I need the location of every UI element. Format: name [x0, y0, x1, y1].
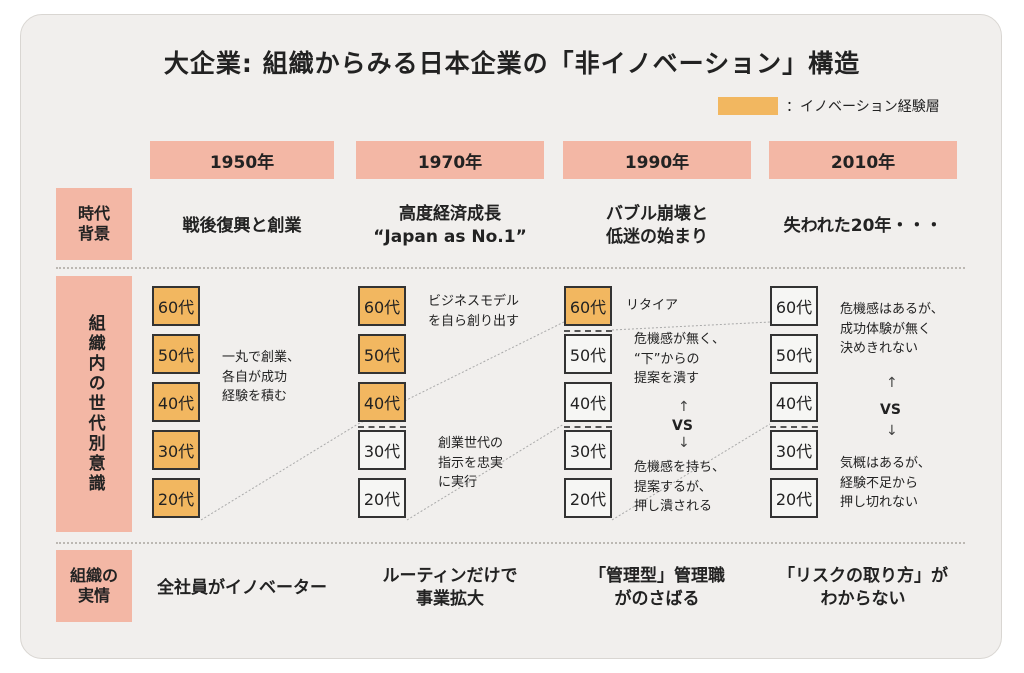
- generation-box-20: 20代: [152, 478, 200, 518]
- generation-box-30: 30代: [358, 430, 406, 470]
- era-reality-1970: ルーティンだけで 事業拡大: [382, 566, 518, 609]
- generation-box-50: 50代: [564, 334, 612, 374]
- arrow-up-icon: ↑: [886, 375, 898, 391]
- generation-divider: [770, 426, 818, 428]
- row-label-generations: 組織内の世代別意識: [56, 276, 132, 532]
- generation-box-60: 60代: [358, 286, 406, 326]
- generation-box-20: 20代: [770, 478, 818, 518]
- generation-box-60: 60代: [152, 286, 200, 326]
- generation-divider: [564, 330, 612, 332]
- generation-box-60: 60代: [770, 286, 818, 326]
- generation-box-50: 50代: [358, 334, 406, 374]
- vs-label-2010: VS: [880, 402, 901, 418]
- era-reality-1950: 全社員がイノベーター: [157, 577, 327, 598]
- generation-box-40: 40代: [152, 382, 200, 422]
- generation-box-60: 60代: [564, 286, 612, 326]
- generation-box-30: 30代: [152, 430, 200, 470]
- era-background-2010: 失われた20年・・・: [783, 215, 943, 236]
- legend: ：イノベーション経験層: [718, 96, 940, 116]
- era-reality-2010: 「リスクの取り方」が わからない: [778, 566, 948, 609]
- note-1970-lower: 創業世代の 指示を忠実 に実行: [438, 436, 504, 490]
- note-1970-upper: ビジネスモデル を自ら創り出す: [428, 294, 520, 329]
- generation-box-40: 40代: [770, 382, 818, 422]
- note-1950: 一丸で創業、 各自が成功 経験を積む: [222, 350, 301, 404]
- arrow-up-icon: ↑: [678, 399, 690, 415]
- generation-box-20: 20代: [564, 478, 612, 518]
- era-header-1970: 1970年: [356, 141, 544, 179]
- era-background-1950: 戦後復興と創業: [182, 215, 302, 236]
- legend-label: ：イノベーション経験層: [786, 99, 940, 115]
- era-background-1970: 高度経済成長 “Japan as No.1”: [373, 204, 527, 247]
- arrow-down-icon: ↓: [678, 435, 690, 451]
- note-2010-lower: 気概はあるが、 経験不足から 押し切れない: [840, 456, 931, 510]
- generation-box-50: 50代: [770, 334, 818, 374]
- diagram-title: 大企業: 組織からみる日本企業の「非イノベーション」構造: [163, 49, 861, 78]
- arrow-down-icon: ↓: [886, 423, 898, 439]
- era-background-1990: バブル崩壊と 低迷の始まり: [606, 204, 708, 247]
- generation-box-40: 40代: [564, 382, 612, 422]
- note-1990-lower: 危機感を持ち、 提案するが、 押し潰される: [634, 460, 726, 514]
- note-1990-upper: 危機感が無く、 “下”からの 提案を潰す: [634, 332, 726, 386]
- generation-box-30: 30代: [770, 430, 818, 470]
- generation-box-50: 50代: [152, 334, 200, 374]
- note-1990-retire: リタイア: [626, 298, 679, 313]
- generation-box-20: 20代: [358, 478, 406, 518]
- note-2010-upper: 危機感はあるが、 成功体験が無く 決めきれない: [840, 302, 944, 356]
- row-label-background: 時代 背景: [56, 188, 132, 260]
- legend-swatch: [718, 97, 778, 115]
- row-divider: [56, 542, 965, 544]
- generation-box-30: 30代: [564, 430, 612, 470]
- era-header-1950: 1950年: [150, 141, 334, 179]
- era-reality-1990: 「管理型」管理職 がのさばる: [589, 566, 725, 609]
- row-divider: [56, 267, 965, 269]
- era-header-1990: 1990年: [563, 141, 751, 179]
- era-header-2010: 2010年: [769, 141, 957, 179]
- row-label-reality: 組織の 実情: [56, 550, 132, 622]
- generation-divider: [358, 426, 406, 428]
- generation-box-40: 40代: [358, 382, 406, 422]
- vs-label-1990: VS: [672, 418, 693, 434]
- generation-divider: [564, 426, 612, 428]
